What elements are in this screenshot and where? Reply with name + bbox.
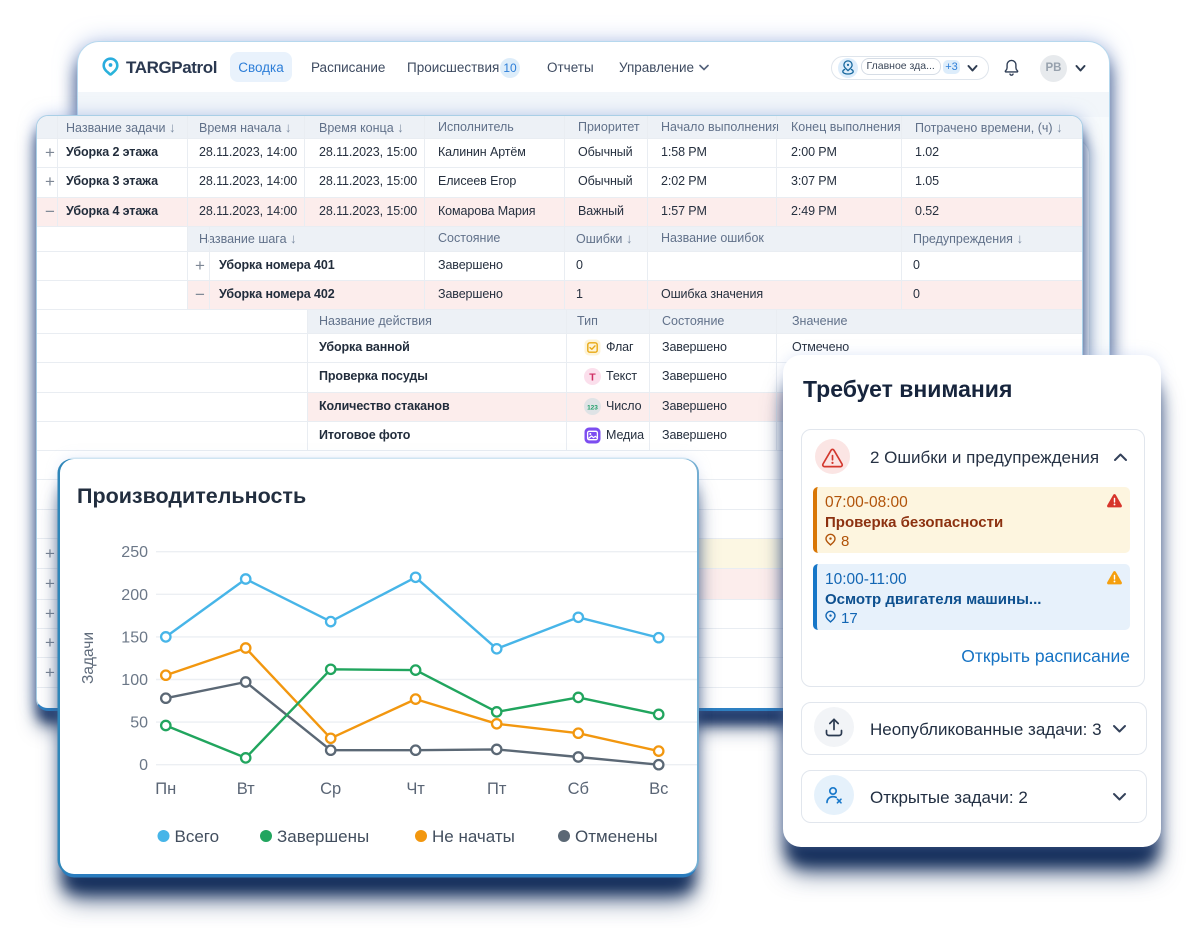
svg-text:Вс: Вс [649, 780, 668, 798]
svg-text:Ср: Ср [320, 780, 341, 798]
svg-text:200: 200 [121, 587, 148, 604]
svg-text:Завершены: Завершены [277, 827, 369, 846]
svg-text:Пн: Пн [155, 780, 176, 798]
svg-text:Задачи: Задачи [80, 632, 97, 684]
svg-text:Чт: Чт [406, 780, 425, 798]
svg-text:0: 0 [139, 757, 148, 774]
svg-text:Производительность: Производительность [77, 484, 306, 508]
svg-text:250: 250 [121, 544, 148, 561]
svg-text:Сб: Сб [568, 780, 589, 798]
svg-text:100: 100 [121, 672, 148, 689]
svg-text:150: 150 [121, 629, 148, 646]
svg-text:Отменены: Отменены [575, 827, 658, 846]
svg-text:Не начаты: Не начаты [432, 827, 515, 846]
svg-text:123: 123 [587, 404, 598, 411]
svg-text:T: T [589, 372, 596, 384]
svg-text:Вт: Вт [237, 780, 255, 798]
svg-text:Всего: Всего [175, 827, 220, 846]
svg-text:50: 50 [130, 715, 148, 732]
svg-text:Пт: Пт [487, 780, 507, 798]
